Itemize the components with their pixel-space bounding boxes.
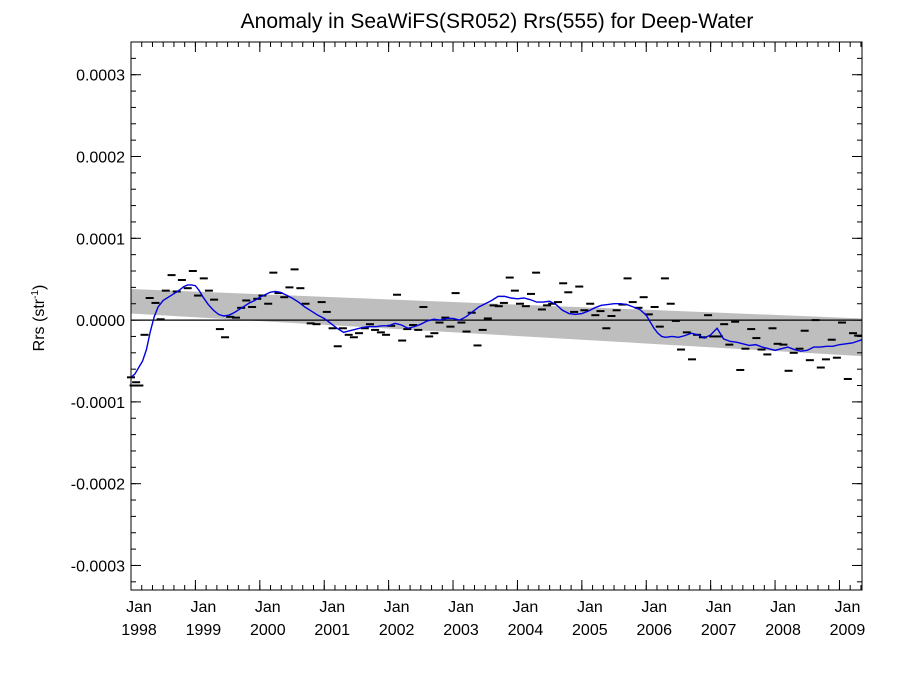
y-tick-label: 0.0003	[76, 68, 125, 85]
y-tick-label: -0.0003	[71, 558, 125, 575]
y-tick-label: 0.0000	[76, 313, 125, 330]
x-tick-label-month: Jan	[255, 599, 281, 616]
x-tick-label-year: 1998	[121, 622, 157, 639]
x-tick-label-year: 2009	[830, 622, 866, 639]
x-tick-label-month: Jan	[319, 599, 345, 616]
x-tick-label-year: 2001	[314, 622, 350, 639]
x-tick-label-year: 2000	[250, 622, 286, 639]
x-tick-label-month: Jan	[191, 599, 217, 616]
x-tick-label-month: Jan	[448, 599, 474, 616]
x-tick-label-month: Jan	[126, 599, 152, 616]
x-tick-label-year: 2007	[701, 622, 737, 639]
chart-title: Anomaly in SeaWiFS(SR052) Rrs(555) for D…	[241, 10, 754, 33]
x-tick-label-month: Jan	[770, 599, 796, 616]
y-tick-label: 0.0001	[76, 231, 125, 248]
x-tick-label-month: Jan	[513, 599, 539, 616]
x-tick-label-year: 2002	[379, 622, 415, 639]
monthly-points	[127, 268, 863, 387]
y-tick-label: 0.0002	[76, 150, 125, 167]
x-tick-label-year: 1999	[186, 622, 222, 639]
x-tick-label-year: 2008	[765, 622, 801, 639]
x-tick-label-year: 2005	[572, 622, 608, 639]
trend-band	[131, 289, 862, 357]
plot-frame	[130, 41, 863, 591]
y-axis-label: Rrs (str-1)	[30, 285, 48, 352]
x-tick-label-month: Jan	[384, 599, 410, 616]
x-tick-label-month: Jan	[641, 599, 667, 616]
running-mean-line	[130, 284, 863, 378]
x-tick-label-month: Jan	[706, 599, 732, 616]
x-tick-label-year: 2003	[443, 622, 479, 639]
x-tick-label-month: Jan	[835, 599, 861, 616]
y-axis: 0.0003 0.0002 0.0001 0.0000 -0.0001 -0.0002 -0…	[71, 41, 862, 583]
x-axis: Jan 1998 Jan 1999 Jan 2000 Jan 2001 Jan 2002 Jan 20…	[121, 42, 865, 639]
x-tick-label-year: 2006	[636, 622, 672, 639]
y-tick-label: -0.0002	[71, 477, 125, 494]
x-tick-label-year: 2004	[508, 622, 544, 639]
y-tick-label: -0.0001	[71, 395, 125, 412]
x-tick-label-month: Jan	[577, 599, 603, 616]
plot-area	[127, 41, 863, 591]
